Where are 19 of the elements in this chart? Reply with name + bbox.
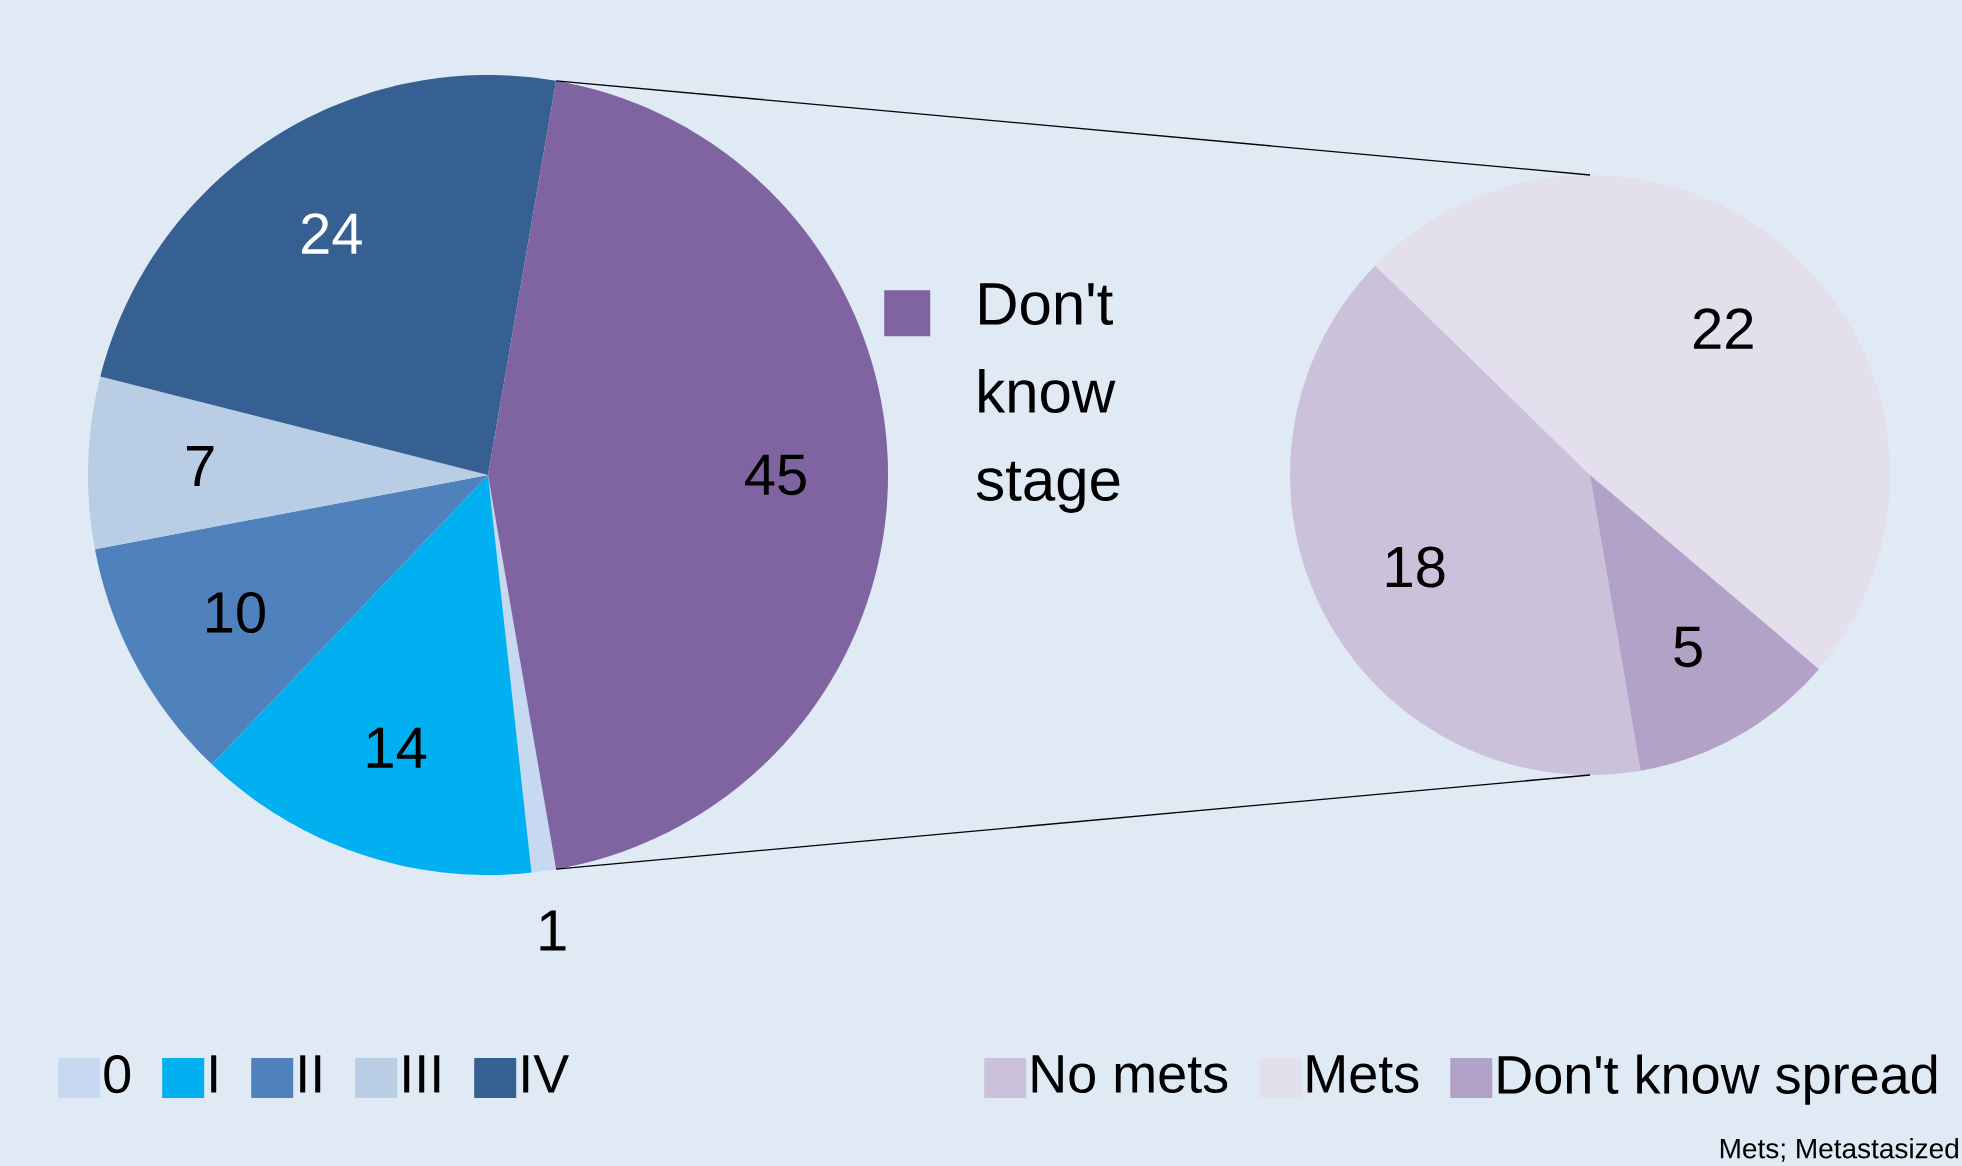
data-label: 14 (367, 727, 427, 768)
text: Mets; Metastasized (1720, 1137, 1958, 1162)
data-label: 10 (207, 591, 265, 633)
data-label: 5 (1674, 626, 1702, 668)
data-label: 18 (1386, 546, 1445, 588)
data-label: 7 (186, 446, 214, 486)
legend-label: No mets (1032, 1055, 1228, 1094)
legend-label: IV (523, 1055, 569, 1093)
legend-label: 0 (104, 1055, 131, 1094)
data-label: 45 (745, 454, 806, 496)
legend-label: Don't know stage (976, 283, 1120, 513)
legend-label: Mets (1307, 1055, 1419, 1094)
legend-label: III (404, 1055, 440, 1093)
legend-label: II (300, 1055, 321, 1093)
data-label: 22 (1693, 308, 1753, 349)
data-label: 1 (540, 910, 566, 951)
legend-label: Don't know spread (1498, 1054, 1937, 1105)
data-label: 24 (301, 213, 362, 254)
legend-label: I (211, 1055, 217, 1093)
